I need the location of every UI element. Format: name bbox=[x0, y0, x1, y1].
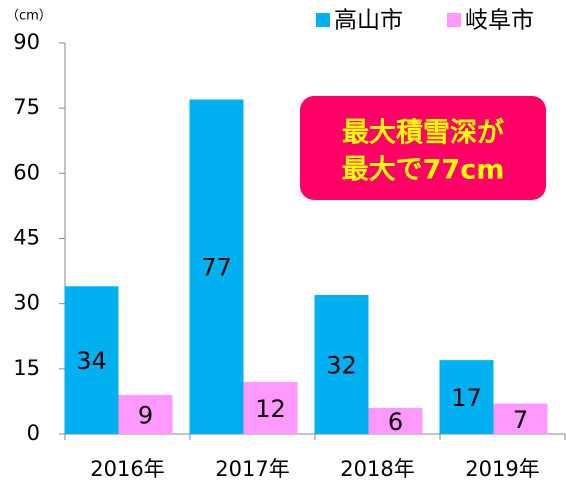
value-label: 6 bbox=[388, 408, 403, 436]
annotation: 最大で77cm bbox=[342, 155, 505, 186]
bar bbox=[243, 381, 298, 434]
value-label: 77 bbox=[201, 254, 232, 282]
legend-label: 岐阜市 bbox=[465, 8, 534, 34]
value-label: 7 bbox=[513, 406, 528, 434]
y-tick-label: 90 bbox=[13, 30, 40, 54]
value-label: 9 bbox=[138, 401, 153, 429]
y-tick-label: 30 bbox=[13, 291, 40, 315]
bar bbox=[189, 99, 244, 434]
bar bbox=[439, 360, 494, 434]
legend-swatch bbox=[316, 13, 330, 27]
y-tick-label: 60 bbox=[13, 160, 40, 184]
y-tick-label: 0 bbox=[27, 421, 40, 445]
y-tick-label: 45 bbox=[13, 226, 40, 250]
bar bbox=[493, 403, 548, 434]
bar bbox=[118, 394, 173, 434]
bar bbox=[368, 407, 423, 434]
x-tick-label: 2019年 bbox=[465, 457, 539, 481]
value-label: 34 bbox=[76, 347, 107, 375]
value-label: 12 bbox=[255, 395, 286, 423]
value-label: 17 bbox=[451, 384, 482, 412]
annotation: 最大積雪深が bbox=[342, 117, 504, 149]
y-tick-label: 15 bbox=[13, 356, 40, 380]
x-tick-label: 2017年 bbox=[215, 457, 289, 481]
x-tick-label: 2018年 bbox=[340, 457, 414, 481]
annotation-box bbox=[300, 96, 546, 200]
y-tick-label: 75 bbox=[13, 95, 40, 119]
legend-label: 高山市 bbox=[334, 8, 403, 34]
bar bbox=[64, 286, 119, 434]
x-tick-label: 2016年 bbox=[90, 457, 164, 481]
value-label: 32 bbox=[326, 351, 357, 379]
bar bbox=[314, 294, 369, 434]
legend-swatch bbox=[447, 13, 461, 27]
y-unit: （cm） bbox=[6, 9, 52, 24]
